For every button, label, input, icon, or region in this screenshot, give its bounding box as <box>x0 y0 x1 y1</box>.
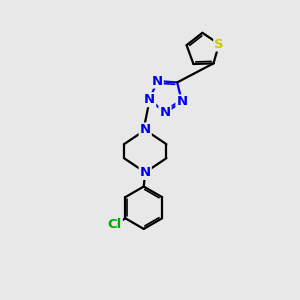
Text: N: N <box>140 124 151 136</box>
Text: N: N <box>140 166 151 179</box>
Text: Cl: Cl <box>107 218 122 231</box>
Text: N: N <box>176 95 188 108</box>
Text: S: S <box>214 38 224 50</box>
Text: N: N <box>159 106 171 119</box>
Text: N: N <box>152 74 163 88</box>
Text: N: N <box>144 93 155 106</box>
